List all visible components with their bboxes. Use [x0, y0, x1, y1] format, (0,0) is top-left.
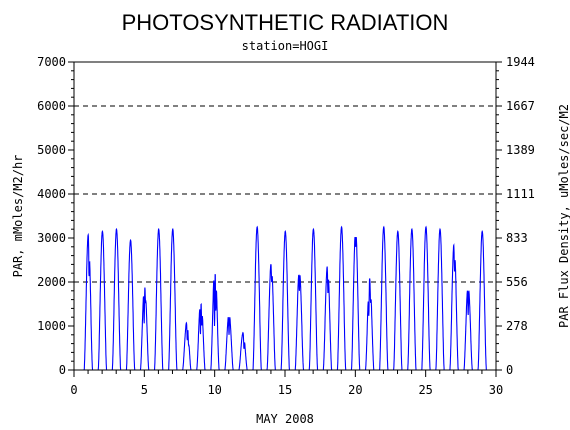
plot-frame	[73, 61, 497, 371]
x-tick-label-20: 20	[348, 383, 362, 397]
x-tick-label-25: 25	[418, 383, 432, 397]
y-tick-label-3000: 3000	[37, 231, 66, 245]
chart-subtitle: station=HOGI	[242, 39, 329, 53]
gridlines	[74, 105, 496, 283]
y-tick-label-6000: 6000	[37, 99, 66, 113]
y2-tick-label-556: 556	[506, 275, 528, 289]
y2-tick-label-1667: 1667	[506, 99, 535, 113]
y-axis-label-left: PAR, mMoles/M2/hr	[11, 155, 25, 278]
y2-tick-label-1389: 1389	[506, 143, 535, 157]
par-series-line	[81, 225, 496, 371]
y-axis-left: 0 1000 2000 3000 4000 5000 6000 7000	[37, 55, 74, 377]
y-tick-label-5000: 5000	[37, 143, 66, 157]
x-axis: 0 5 10 15 20 25 30	[70, 370, 503, 397]
x-axis-label: MAY 2008	[256, 412, 314, 426]
y-tick-label-1000: 1000	[37, 319, 66, 333]
y-tick-label-0: 0	[59, 363, 66, 377]
x-tick-label-15: 15	[278, 383, 292, 397]
y-axis-right: 0 278 556 833 1111 1389 1667 1944	[496, 55, 535, 377]
x-tick-label-5: 5	[141, 383, 148, 397]
y-tick-label-7000: 7000	[37, 55, 66, 69]
x-tick-label-0: 0	[70, 383, 77, 397]
y-tick-label-4000: 4000	[37, 187, 66, 201]
y2-tick-label-1111: 1111	[506, 187, 535, 201]
x-tick-label-30: 30	[489, 383, 503, 397]
chart-title: PHOTOSYNTHETIC RADIATION	[122, 10, 449, 35]
y-axis-label-right: PAR Flux Density, uMoles/sec/M2	[557, 104, 570, 328]
y2-tick-label-0: 0	[506, 363, 513, 377]
y-tick-label-2000: 2000	[37, 275, 66, 289]
data-layer	[81, 225, 496, 371]
y2-tick-label-1944: 1944	[506, 55, 535, 69]
x-tick-label-10: 10	[207, 383, 221, 397]
y2-tick-label-278: 278	[506, 319, 528, 333]
y2-tick-label-833: 833	[506, 231, 528, 245]
